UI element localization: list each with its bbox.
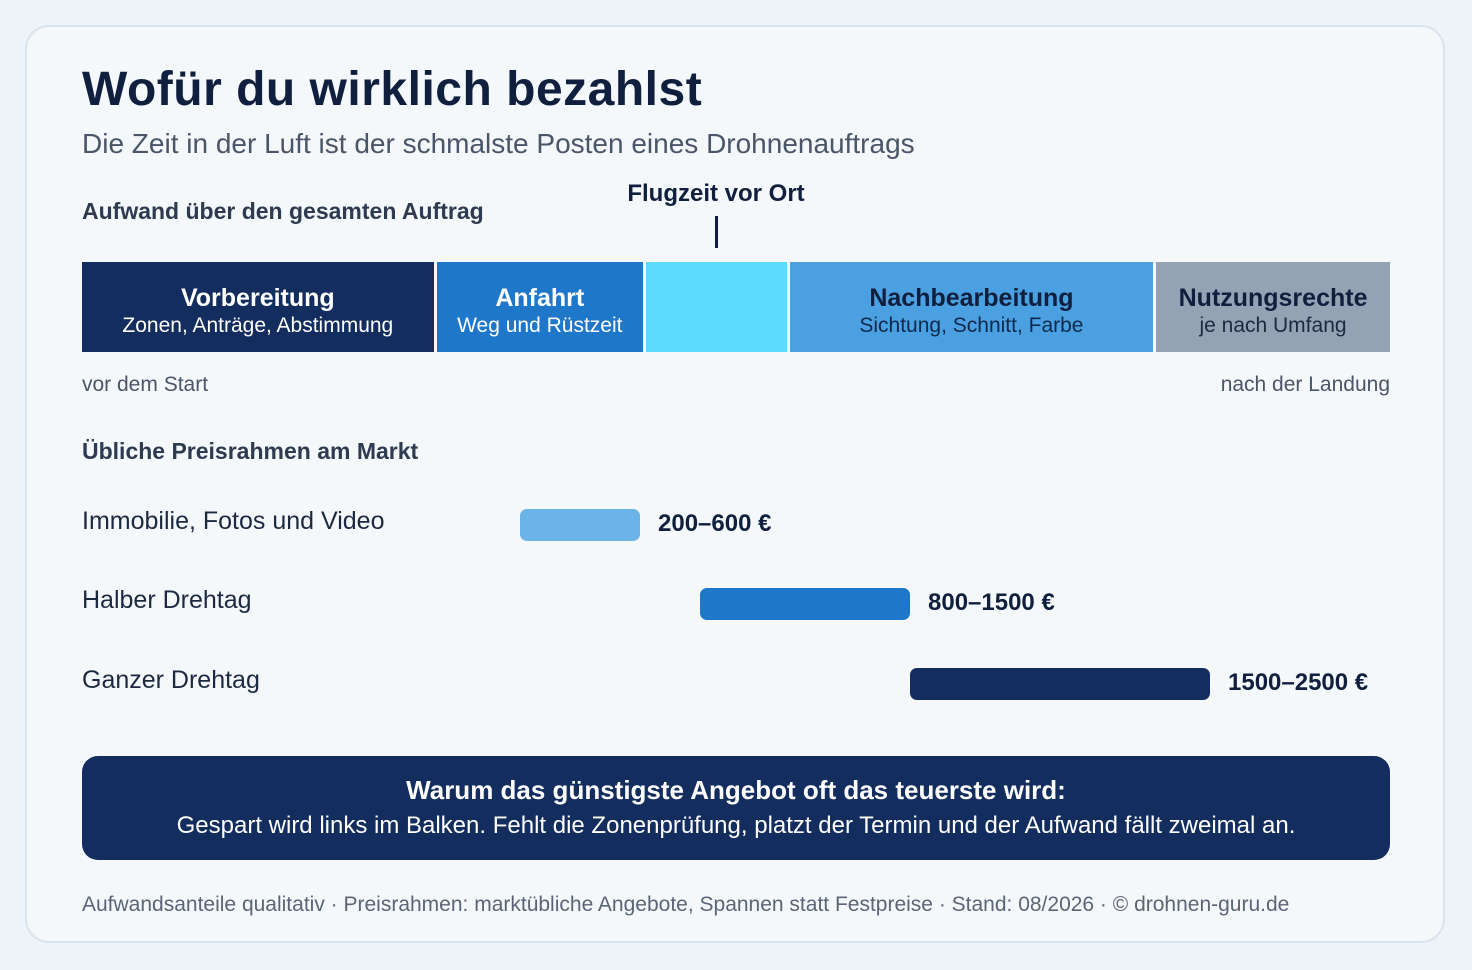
price-range-value: 200–600 € bbox=[658, 510, 772, 537]
effort-segment-1: Vorbereitung Zonen, Anträge, Abstimmung bbox=[82, 262, 434, 352]
callout-text: Gespart wird links im Balken. Fehlt die … bbox=[176, 812, 1296, 839]
price-section-label: Übliche Preisrahmen am Markt bbox=[82, 438, 419, 464]
effort-segment-title: Nutzungsrechte bbox=[1178, 284, 1368, 312]
effort-segment-subtitle: je nach Umfang bbox=[1199, 314, 1347, 337]
flight-time-marker bbox=[715, 216, 718, 248]
effort-segment-5: Nutzungsrechte je nach Umfang bbox=[1156, 262, 1390, 352]
effort-segment-3 bbox=[645, 262, 787, 352]
price-range-bar bbox=[520, 509, 640, 541]
page-subtitle: Die Zeit in der Luft ist der schmalste P… bbox=[82, 128, 915, 159]
callout-box: Warum das günstigste Angebot oft das teu… bbox=[82, 756, 1390, 860]
flight-time-label: Flugzeit vor Ort bbox=[627, 180, 805, 207]
callout-title: Warum das günstigste Angebot oft das teu… bbox=[406, 775, 1066, 805]
page-title: Wofür du wirklich bezahlst bbox=[82, 63, 703, 116]
effort-segment-2: Anfahrt Weg und Rüstzeit bbox=[436, 262, 643, 352]
start-label: vor dem Start bbox=[82, 373, 209, 396]
effort-segment-subtitle: Sichtung, Schnitt, Farbe bbox=[859, 314, 1084, 337]
footer-note: Aufwandsanteile qualitativ · Preisrahmen… bbox=[82, 893, 1290, 916]
effort-segment-subtitle: Zonen, Anträge, Abstimmung bbox=[122, 314, 394, 337]
effort-segment-title: Anfahrt bbox=[495, 284, 585, 312]
effort-segment-title: Nachbearbeitung bbox=[869, 284, 1074, 312]
effort-segment-title: Vorbereitung bbox=[180, 284, 335, 312]
price-row-label: Ganzer Drehtag bbox=[82, 666, 260, 694]
price-range-value: 800–1500 € bbox=[928, 589, 1055, 616]
price-range-bar bbox=[910, 668, 1210, 700]
price-range-bar bbox=[700, 588, 910, 620]
effort-segment-subtitle: Weg und Rüstzeit bbox=[457, 314, 623, 337]
price-range-value: 1500–2500 € bbox=[1228, 669, 1369, 696]
effort-section-label: Aufwand über den gesamten Auftrag bbox=[82, 198, 484, 224]
end-label: nach der Landung bbox=[1220, 373, 1390, 396]
price-row-label: Halber Drehtag bbox=[82, 586, 252, 614]
effort-segment-4: Nachbearbeitung Sichtung, Schnitt, Farbe bbox=[789, 262, 1154, 352]
price-row-label: Immobilie, Fotos und Video bbox=[82, 507, 385, 535]
